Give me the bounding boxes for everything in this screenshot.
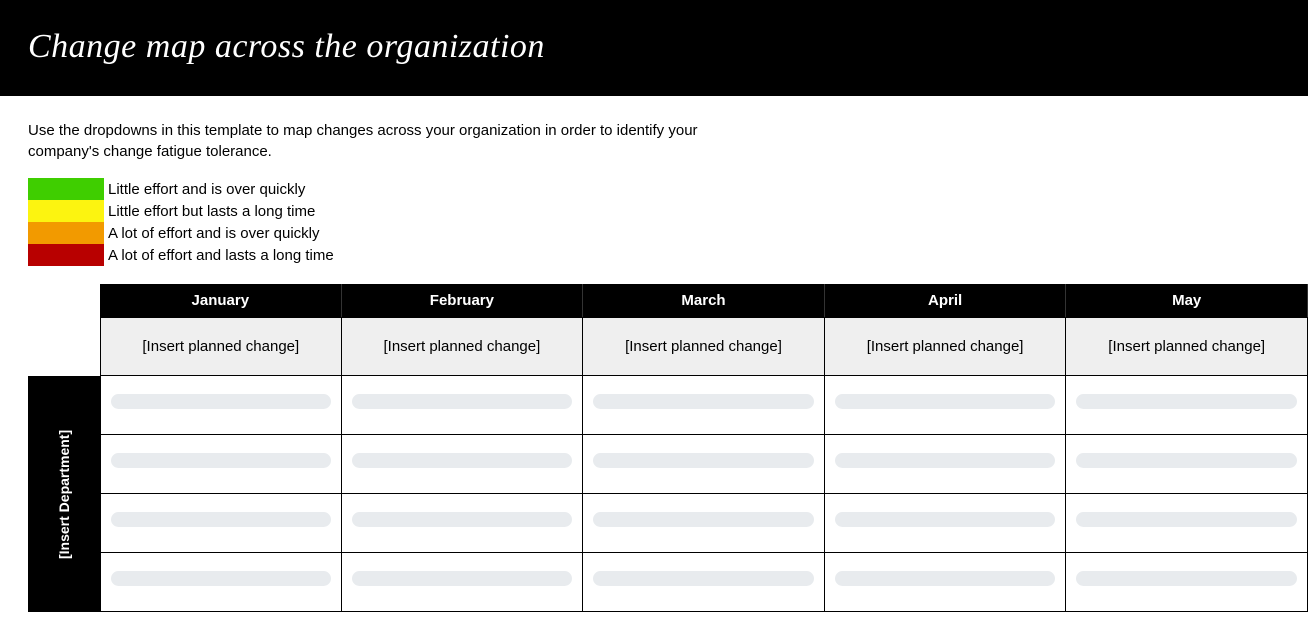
department-label[interactable]: [Insert Department]: [28, 376, 100, 612]
dropdown-placeholder: [593, 571, 814, 586]
change-dropdown-cell[interactable]: [100, 376, 342, 435]
change-map-table: January February March April May [Insert…: [0, 284, 1308, 612]
legend-label: Little effort but lasts a long time: [108, 203, 315, 220]
change-dropdown-cell[interactable]: [100, 435, 342, 494]
change-dropdown-cell[interactable]: [825, 553, 1067, 612]
dropdown-placeholder: [1076, 394, 1297, 409]
change-dropdown-cell[interactable]: [825, 376, 1067, 435]
dropdown-placeholder: [835, 394, 1056, 409]
planned-change-cell[interactable]: [Insert planned change]: [100, 317, 342, 376]
dropdown-placeholder: [593, 512, 814, 527]
dropdown-placeholder: [593, 453, 814, 468]
dropdown-placeholder: [352, 394, 573, 409]
planned-change-cell[interactable]: [Insert planned change]: [583, 317, 825, 376]
change-dropdown-cell[interactable]: [342, 553, 584, 612]
month-header-may: May: [1066, 284, 1308, 317]
change-dropdown-cell[interactable]: [583, 435, 825, 494]
change-dropdown-cell[interactable]: [100, 553, 342, 612]
legend-swatch-yellow: [28, 200, 104, 222]
month-header-april: April: [825, 284, 1067, 317]
dropdown-placeholder: [352, 512, 573, 527]
intro-text: Use the dropdowns in this template to ma…: [0, 96, 780, 174]
planned-change-cell[interactable]: [Insert planned change]: [825, 317, 1067, 376]
legend-label: A lot of effort and is over quickly: [108, 225, 320, 242]
dropdown-placeholder: [1076, 453, 1297, 468]
dropdown-placeholder: [111, 571, 331, 586]
table-corner: [28, 284, 100, 317]
page-title: Change map across the organization: [28, 28, 1280, 66]
legend-item: Little effort and is over quickly: [28, 178, 1280, 200]
planned-change-cell[interactable]: [Insert planned change]: [1066, 317, 1308, 376]
change-dropdown-cell[interactable]: [1066, 376, 1308, 435]
legend-label: A lot of effort and lasts a long time: [108, 247, 334, 264]
month-header-february: February: [342, 284, 584, 317]
change-dropdown-cell[interactable]: [342, 376, 584, 435]
legend: Little effort and is over quickly Little…: [0, 174, 1308, 284]
dropdown-placeholder: [111, 512, 331, 527]
change-dropdown-cell[interactable]: [342, 435, 584, 494]
planned-change-cell[interactable]: [Insert planned change]: [342, 317, 584, 376]
legend-swatch-green: [28, 178, 104, 200]
dropdown-placeholder: [593, 394, 814, 409]
dropdown-placeholder: [835, 571, 1056, 586]
dropdown-placeholder: [111, 453, 331, 468]
change-dropdown-cell[interactable]: [583, 553, 825, 612]
dropdown-placeholder: [352, 571, 573, 586]
legend-item: A lot of effort and lasts a long time: [28, 244, 1280, 266]
dropdown-placeholder: [352, 453, 573, 468]
change-dropdown-cell[interactable]: [825, 435, 1067, 494]
change-dropdown-cell[interactable]: [342, 494, 584, 553]
change-dropdown-cell[interactable]: [1066, 494, 1308, 553]
change-dropdown-cell[interactable]: [583, 494, 825, 553]
dropdown-placeholder: [835, 453, 1056, 468]
legend-item: Little effort but lasts a long time: [28, 200, 1280, 222]
page-header: Change map across the organization: [0, 0, 1308, 96]
change-dropdown-cell[interactable]: [825, 494, 1067, 553]
table-spacer: [28, 317, 100, 376]
legend-swatch-orange: [28, 222, 104, 244]
dropdown-placeholder: [1076, 512, 1297, 527]
change-dropdown-cell[interactable]: [1066, 553, 1308, 612]
change-dropdown-cell[interactable]: [583, 376, 825, 435]
dropdown-placeholder: [1076, 571, 1297, 586]
change-dropdown-cell[interactable]: [1066, 435, 1308, 494]
dropdown-placeholder: [111, 394, 331, 409]
legend-item: A lot of effort and is over quickly: [28, 222, 1280, 244]
month-header-march: March: [583, 284, 825, 317]
month-header-january: January: [100, 284, 342, 317]
legend-label: Little effort and is over quickly: [108, 181, 305, 198]
legend-swatch-red: [28, 244, 104, 266]
dropdown-placeholder: [835, 512, 1056, 527]
change-dropdown-cell[interactable]: [100, 494, 342, 553]
